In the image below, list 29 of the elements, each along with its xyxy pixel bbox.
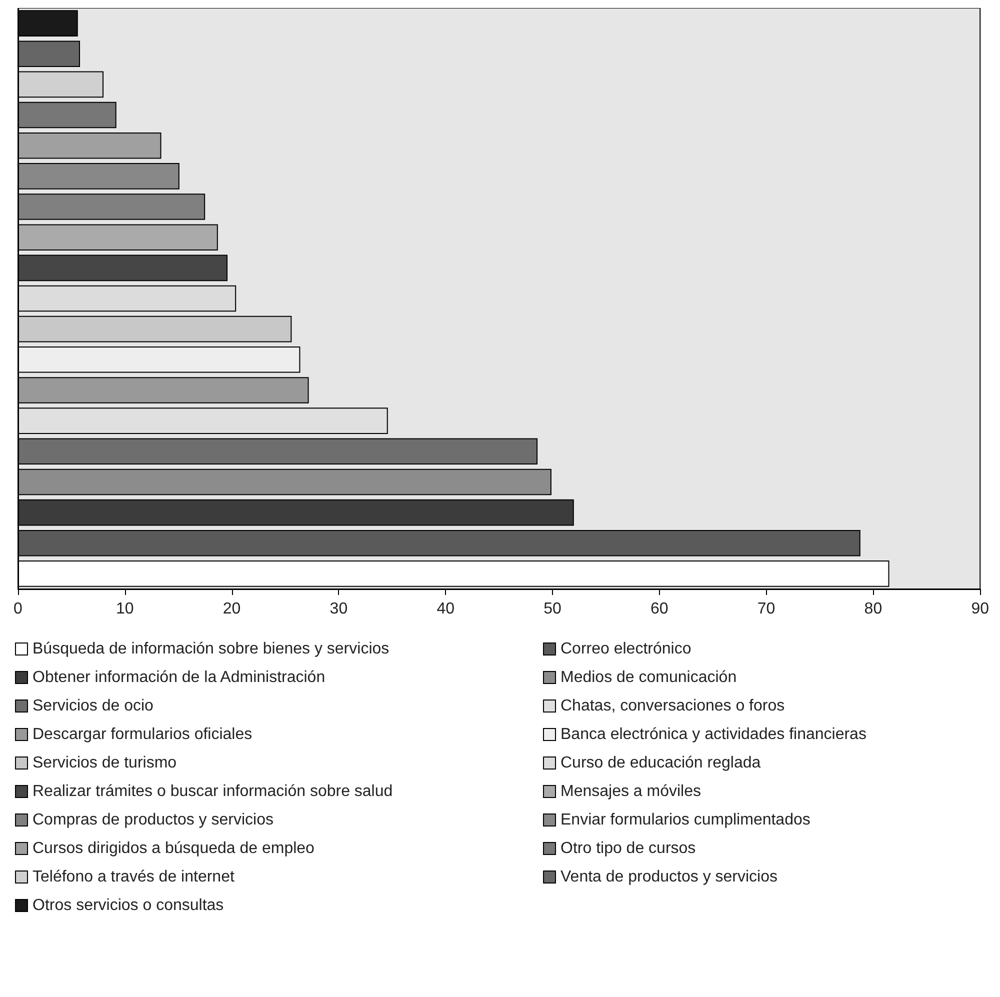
x-tick-label: 0 (14, 600, 23, 618)
legend-label: Búsqueda de información sobre bienes y servicios (32, 640, 390, 658)
legend-label: Otro tipo de cursos (560, 840, 696, 857)
x-tick-label: 50 (544, 600, 562, 618)
x-tick-label: 20 (222, 600, 241, 618)
legend-label: Venta de productos y servicios (560, 868, 778, 886)
legend-label: Teléfono a través de internet (32, 868, 235, 886)
legend-label: Servicios de turismo (32, 754, 177, 772)
legend-label: Enviar formularios cumplimentados (560, 812, 810, 828)
legend-label: Compras de productos y servicios (32, 812, 274, 828)
legend-label: Realizar trámites o buscar información sobre salud (32, 783, 393, 800)
legend-label: Banca electrónica y actividades financieras (560, 726, 866, 743)
legend-label: Obtener información de la Administración (32, 669, 326, 686)
x-tick-label: 40 (436, 600, 455, 618)
legend-label: Curso de educación reglada (560, 754, 761, 772)
x-tick-label: 30 (330, 600, 348, 618)
x-tick-label: 70 (757, 600, 776, 618)
legend-label: Otros servicios o consultas (32, 897, 224, 914)
legend-label: Descargar formularios oficiales (32, 726, 252, 743)
x-tick-label: 90 (971, 600, 990, 618)
legend-label: Medios de comunicación (560, 669, 737, 686)
legend-label: Chatas, conversaciones o foros (560, 698, 785, 714)
legend-label: Servicios de ocio (32, 698, 154, 714)
x-tick-label: 80 (864, 600, 882, 618)
x-tick-label: 60 (650, 600, 668, 618)
legend-label: Correo electrónico (560, 640, 692, 658)
x-tick-label: 10 (116, 600, 134, 618)
legend-label: Cursos dirigidos a búsqueda de empleo (32, 840, 315, 857)
legend-label: Mensajes a móviles (560, 783, 701, 800)
